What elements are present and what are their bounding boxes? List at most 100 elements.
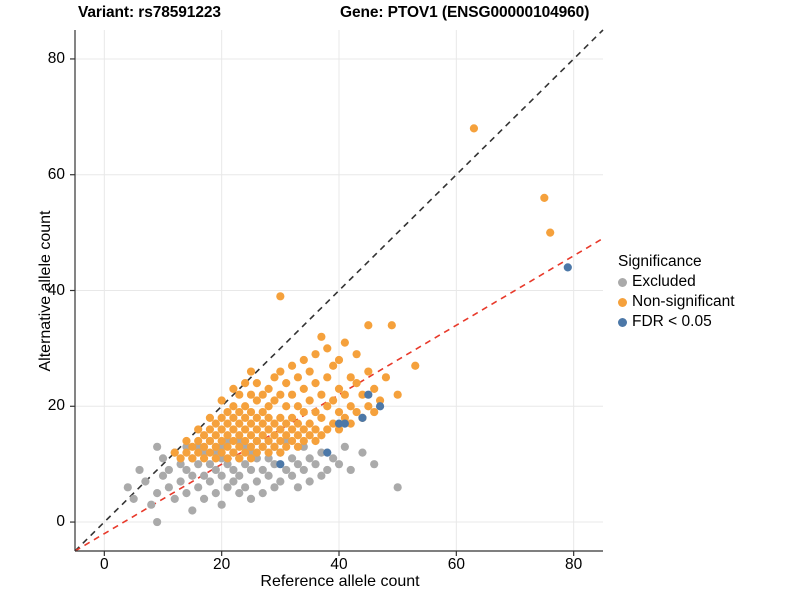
legend-item[interactable]: FDR < 0.05 bbox=[618, 312, 798, 332]
scatter-point bbox=[293, 419, 303, 428]
scatter-point bbox=[293, 483, 303, 492]
scatter-point bbox=[334, 460, 344, 469]
scatter-point bbox=[252, 425, 261, 434]
scatter-point bbox=[311, 436, 320, 446]
scatter-point bbox=[217, 454, 226, 463]
scatter-point bbox=[287, 361, 297, 370]
scatter-point bbox=[276, 448, 285, 457]
scatter-point bbox=[217, 471, 226, 480]
scatter-point bbox=[299, 425, 308, 434]
scatter-point bbox=[217, 500, 226, 509]
legend-item-label: FDR < 0.05 bbox=[632, 313, 712, 330]
scatter-point bbox=[241, 483, 250, 492]
scatter-point bbox=[205, 413, 215, 422]
scatter-point bbox=[164, 483, 173, 492]
scatter-point bbox=[340, 419, 349, 428]
scatter-point bbox=[282, 402, 291, 411]
scatter-point bbox=[323, 425, 332, 434]
scatter-point bbox=[293, 402, 303, 411]
scatter-point bbox=[241, 448, 250, 457]
legend-item[interactable]: Excluded bbox=[618, 272, 798, 292]
scatter-point bbox=[329, 419, 338, 428]
scatter-point bbox=[205, 448, 215, 457]
scatter-point bbox=[282, 442, 291, 451]
scatter-point bbox=[211, 489, 220, 498]
scatter-point bbox=[194, 483, 203, 492]
scatter-point bbox=[182, 465, 191, 475]
scatter-point bbox=[258, 431, 267, 440]
scatter-point bbox=[305, 454, 314, 463]
scatter-point bbox=[205, 425, 215, 434]
scatter-point bbox=[194, 460, 203, 469]
scatter-point bbox=[276, 413, 285, 422]
scatter-point bbox=[317, 413, 326, 422]
scatter-point bbox=[546, 228, 555, 237]
scatter-point bbox=[217, 436, 226, 446]
scatter-point bbox=[305, 367, 314, 376]
scatter-point bbox=[270, 431, 279, 440]
scatter-point bbox=[329, 361, 338, 370]
scatter-point bbox=[264, 436, 273, 446]
scatter-point bbox=[264, 448, 273, 457]
legend-title: Significance bbox=[618, 253, 702, 270]
scatter-point bbox=[540, 193, 549, 202]
scatter-point bbox=[282, 419, 291, 428]
scatter-point bbox=[217, 442, 226, 451]
scatter-point bbox=[258, 407, 267, 417]
scatter-point bbox=[217, 448, 226, 457]
scatter-point bbox=[199, 431, 209, 440]
scatter-point bbox=[264, 425, 273, 434]
scatter-point bbox=[246, 419, 256, 428]
reference-line-regression bbox=[74, 237, 604, 552]
scatter-point bbox=[241, 379, 250, 388]
scatter-point bbox=[276, 425, 285, 434]
scatter-point bbox=[334, 425, 344, 434]
scatter-point bbox=[246, 431, 256, 440]
x-tick-label: 80 bbox=[565, 556, 583, 573]
legend-marker-icon bbox=[618, 277, 627, 287]
scatter-point bbox=[317, 448, 326, 457]
scatter-point bbox=[223, 454, 232, 463]
scatter-point bbox=[282, 465, 291, 475]
scatter-point bbox=[311, 425, 320, 434]
scatter-point bbox=[381, 373, 391, 382]
scatter-point bbox=[246, 390, 256, 399]
scatter-point bbox=[270, 442, 279, 451]
scatter-point bbox=[229, 402, 238, 411]
scatter-point bbox=[123, 483, 132, 492]
scatter-point bbox=[305, 477, 314, 486]
legend-item[interactable]: Non-significant bbox=[618, 292, 798, 312]
x-axis-label: Reference allele count bbox=[260, 573, 420, 590]
scatter-point bbox=[276, 367, 285, 376]
scatter-point bbox=[211, 448, 220, 457]
scatter-point bbox=[246, 454, 256, 463]
scatter-point bbox=[299, 442, 308, 451]
scatter-point bbox=[158, 454, 168, 463]
scatter-point bbox=[241, 402, 250, 411]
scatter-point bbox=[223, 419, 232, 428]
scatter-point bbox=[293, 431, 303, 440]
scatter-point bbox=[287, 425, 297, 434]
scatter-point bbox=[387, 321, 396, 330]
scatter-point bbox=[364, 367, 373, 376]
scatter-point bbox=[252, 379, 261, 388]
scatter-point bbox=[258, 465, 267, 475]
plot-panel bbox=[70, 29, 604, 556]
scatter-point bbox=[188, 454, 197, 463]
scatter-point bbox=[276, 477, 285, 486]
x-tick-label: 60 bbox=[447, 556, 465, 573]
scatter-point bbox=[258, 442, 267, 451]
scatter-point bbox=[129, 494, 138, 503]
scatter-point bbox=[153, 489, 162, 498]
scatter-point bbox=[340, 442, 349, 451]
scatter-point bbox=[264, 471, 273, 480]
scatter-point bbox=[188, 506, 197, 515]
scatter-point bbox=[287, 390, 297, 399]
scatter-point bbox=[370, 407, 379, 417]
scatter-point bbox=[276, 390, 285, 399]
scatter-point bbox=[223, 483, 232, 492]
scatter-point bbox=[323, 448, 332, 457]
scatter-point bbox=[364, 402, 373, 411]
data-points bbox=[123, 124, 572, 527]
